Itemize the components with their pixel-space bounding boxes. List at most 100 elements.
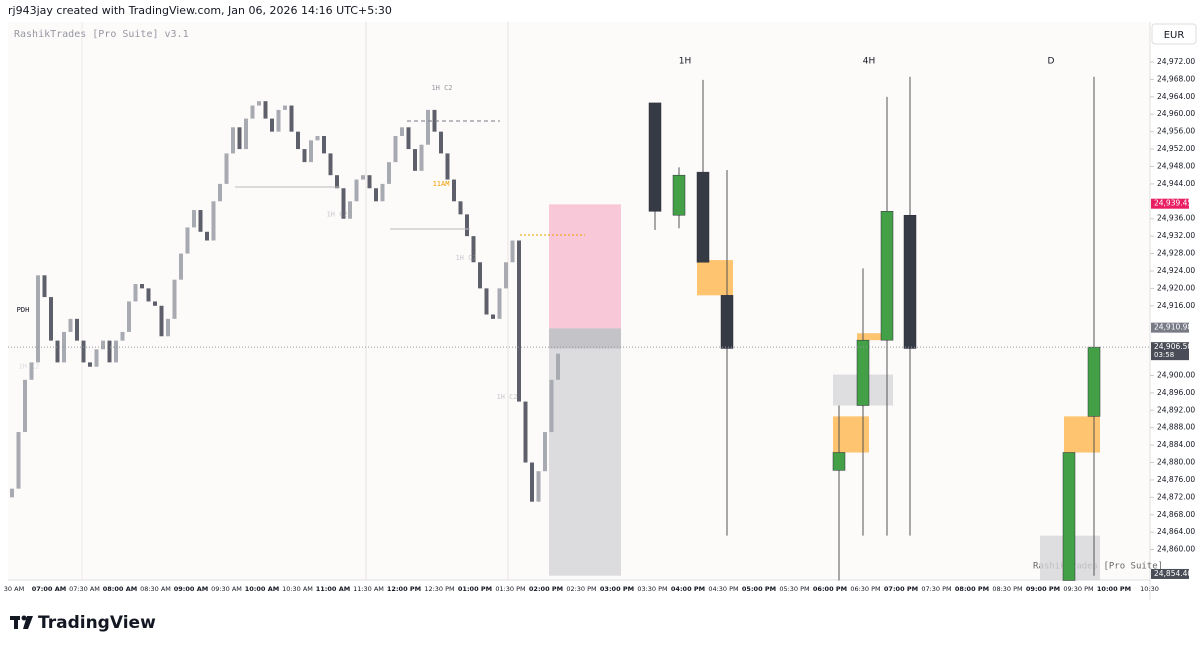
- candle-body: [198, 210, 203, 232]
- candle-body: [484, 288, 489, 315]
- candle-body: [211, 201, 216, 241]
- htf-body: [720, 295, 734, 349]
- candle-body: [283, 105, 287, 110]
- candle-body: [10, 488, 14, 498]
- htf-body: [856, 339, 870, 406]
- htf-body: [648, 102, 662, 212]
- candle-body: [413, 149, 417, 171]
- time-tick-label: 12:30 PM: [424, 585, 454, 593]
- candle-body: [367, 175, 372, 189]
- time-tick-label: 04:30 PM: [708, 585, 738, 593]
- candle-body: [172, 279, 177, 319]
- time-tick-label: 08:30 PM: [992, 585, 1022, 593]
- candle-body: [36, 275, 40, 363]
- htf-box: [697, 260, 733, 296]
- time-tick-label: 03:00 PM: [600, 585, 634, 593]
- timeframe-label: D: [1048, 57, 1055, 67]
- candle-body: [354, 179, 359, 202]
- candle-body: [101, 340, 105, 350]
- time-tick-label: 09:00 AM: [174, 585, 208, 593]
- time-tick-label: 10:00 AM: [245, 585, 279, 593]
- price-tick-label: 24,896.00: [1157, 388, 1195, 397]
- price-tick-label: 24,864.00: [1157, 527, 1195, 536]
- currency-button[interactable]: [1151, 23, 1197, 45]
- time-tick-label: 04:00 PM: [671, 585, 705, 593]
- time-tick-label: 12:00 PM: [387, 585, 421, 593]
- indicator-title: RashikTrades [Pro Suite] v3.1: [14, 29, 189, 40]
- price-tick-label: 24,936.00: [1157, 214, 1195, 223]
- annotation: 1H C2: [18, 363, 39, 371]
- price-tick-label: 24,860.00: [1157, 545, 1195, 554]
- currency[interactable]: EUR: [1164, 30, 1185, 41]
- time-tick-label: 11:30 AM: [353, 585, 384, 593]
- candle-body: [556, 353, 560, 380]
- candle-body: [289, 105, 294, 132]
- time-tick-label: 09:30 PM: [1063, 585, 1093, 593]
- candle-body: [536, 471, 541, 502]
- candle-body: [55, 340, 60, 363]
- candle-body: [458, 201, 463, 215]
- zone: [549, 328, 621, 349]
- time-tick-label: 05:00 PM: [742, 585, 776, 593]
- candle-body: [296, 131, 300, 150]
- time-tick-label: 08:30 AM: [140, 585, 171, 593]
- candle-body: [81, 340, 86, 363]
- candle-body: [439, 131, 443, 154]
- time-tick-label: 07:00 AM: [32, 585, 66, 593]
- price-tick-label: 24,920.00: [1157, 283, 1195, 292]
- candle-body: [146, 288, 151, 302]
- candle-body: [263, 101, 268, 119]
- candle-body: [16, 432, 21, 489]
- timeframe-label: 4H: [863, 57, 876, 67]
- time-tick-label: 07:30 AM: [69, 585, 100, 593]
- time-tick-label: 01:00 PM: [458, 585, 492, 593]
- candle-body: [49, 297, 53, 341]
- price-label-bg: [1151, 342, 1189, 361]
- zone: [549, 204, 621, 329]
- time-tick-label: 01:30 PM: [495, 585, 525, 593]
- time-tick-label: 09:30 AM: [211, 585, 242, 593]
- price-tick-label: 24,868.00: [1157, 510, 1195, 519]
- time-tick-label: 07:00 PM: [884, 585, 918, 593]
- time-tick-label: 09:00 PM: [1026, 585, 1060, 593]
- annotation: 1H C2: [496, 393, 517, 401]
- time-tick-label: 07:30 PM: [921, 585, 951, 593]
- candle-body: [309, 140, 313, 163]
- candle-body: [465, 214, 469, 237]
- price-tick-label: 24,968.00: [1157, 74, 1195, 83]
- candle-body: [68, 318, 73, 332]
- annotation: 1H C2: [455, 254, 476, 262]
- candle-body: [257, 101, 261, 106]
- htf-box: [1064, 416, 1100, 453]
- time-tick-label: 05:30 PM: [779, 585, 809, 593]
- candle-body: [166, 318, 170, 337]
- candle-body: [478, 262, 482, 289]
- header-title: rj943jay created with TradingView.com, J…: [8, 4, 392, 17]
- candle-body: [94, 349, 99, 367]
- candle-body: [400, 127, 404, 137]
- time-tick-label: 08:00 PM: [955, 585, 989, 593]
- candle-body: [445, 153, 450, 180]
- price-tick-label: 24,924.00: [1157, 266, 1195, 275]
- time-tick-label: 03:30 PM: [637, 585, 667, 593]
- time-tick-label: 02:00 PM: [529, 585, 563, 593]
- candle-body: [159, 305, 164, 337]
- candle-body: [237, 127, 242, 150]
- candle-body: [530, 462, 534, 502]
- time-tick-label: 10:00 PM: [1097, 585, 1131, 593]
- time-tick-label: 06:00 PM: [813, 585, 847, 593]
- candle-body: [471, 236, 476, 263]
- price-label-bg: [1151, 322, 1189, 333]
- htf-box: [857, 333, 893, 341]
- candle-body: [153, 301, 157, 306]
- htf-box: [833, 416, 869, 453]
- candle-body: [42, 275, 47, 298]
- candle-body: [315, 136, 320, 141]
- zone: [549, 328, 621, 576]
- candle-body: [250, 105, 255, 119]
- candle-body: [497, 288, 502, 319]
- price-tick-label: 24,964.00: [1157, 92, 1195, 101]
- candle-body: [127, 301, 131, 332]
- candle-body: [393, 136, 398, 163]
